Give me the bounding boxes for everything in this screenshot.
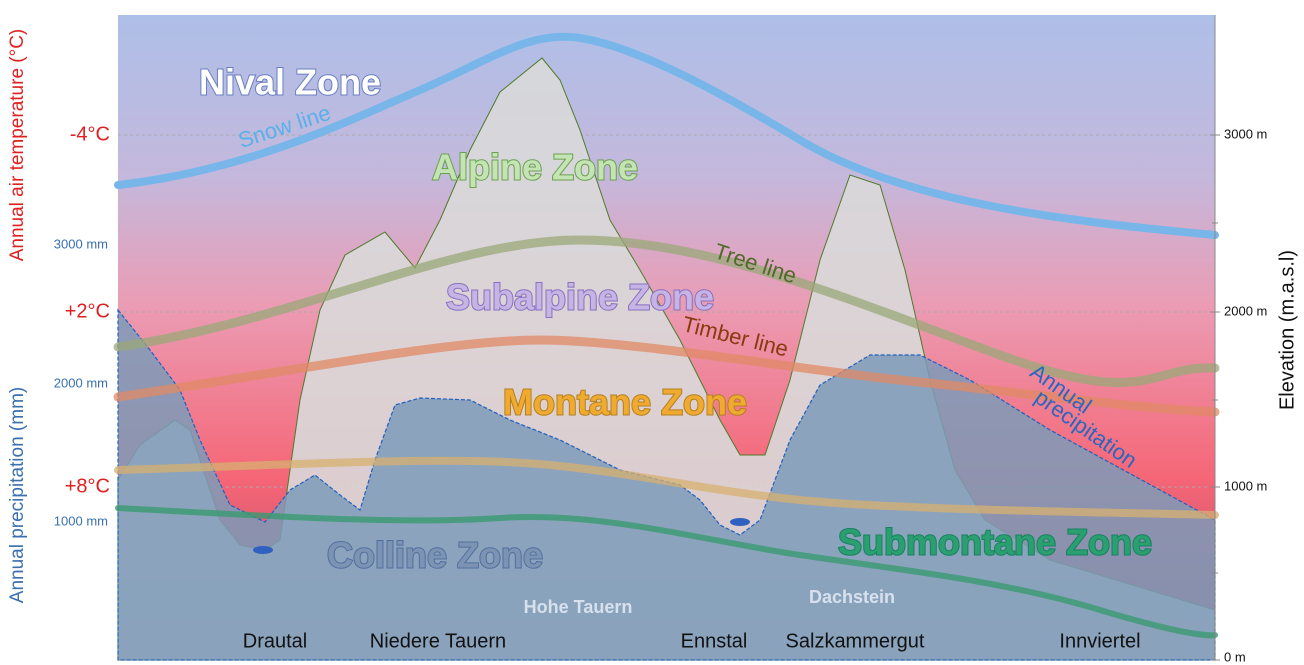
tick-label: 1000 m — [1224, 478, 1267, 493]
place-label: Ennstal — [681, 630, 748, 652]
tick-label: 0 m — [1224, 649, 1246, 664]
zone-label: Nival Zone — [199, 62, 381, 103]
tick-label: 3000 mm — [54, 236, 108, 251]
tick-label: 2000 mm — [54, 375, 108, 390]
tick-label: 3000 m — [1224, 126, 1267, 141]
place-label: Niedere Tauern — [370, 630, 506, 652]
zone-label: Colline Zone — [327, 535, 543, 576]
zone-label: Subalpine Zone — [446, 277, 714, 318]
zone-label: Montane Zone — [503, 382, 747, 423]
place-label: Drautal — [243, 630, 307, 652]
peak-label: Dachstein — [809, 587, 895, 607]
zone-label: Submontane Zone — [838, 522, 1152, 563]
tick-label: +8°C — [65, 475, 110, 497]
peak-label: Hohe Tauern — [524, 597, 633, 617]
tick-label: 2000 m — [1224, 303, 1267, 318]
zone-label: Alpine Zone — [432, 147, 638, 188]
tick-label: +2°C — [65, 300, 110, 322]
place-label: Salzkammergut — [786, 630, 925, 652]
lake — [253, 546, 273, 554]
elevation-ticks — [1210, 15, 1220, 661]
tick-label: 1000 mm — [54, 513, 108, 528]
lake — [730, 518, 750, 526]
place-label: Innviertel — [1059, 630, 1140, 652]
zone-lines — [113, 32, 1220, 639]
tick-label: -4°C — [70, 123, 110, 145]
axis-title: Elevation (m.a.s.l) — [1276, 250, 1298, 410]
axis-title: Annual air temperature (°C) — [7, 29, 28, 262]
axis-title: Annual precipitation (mm) — [7, 387, 28, 603]
